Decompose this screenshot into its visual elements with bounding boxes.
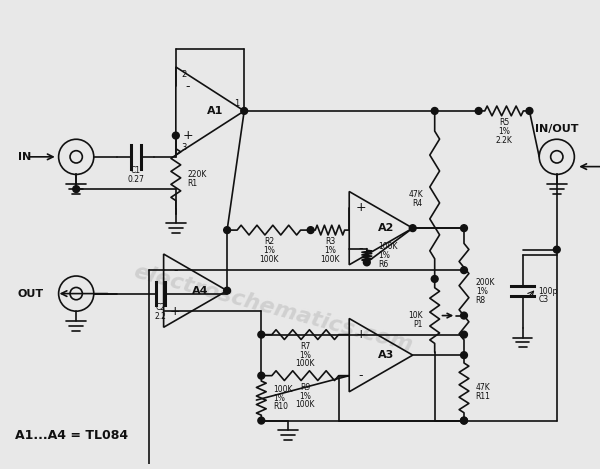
Text: A1...A4 = TL084: A1...A4 = TL084 xyxy=(14,429,128,442)
Text: 2.2: 2.2 xyxy=(155,311,166,321)
Text: +: + xyxy=(170,305,181,318)
Circle shape xyxy=(364,259,370,266)
Text: -: - xyxy=(173,264,178,277)
Circle shape xyxy=(258,372,265,379)
Text: 100K: 100K xyxy=(320,255,340,264)
Text: IN/OUT: IN/OUT xyxy=(535,124,578,135)
Text: OUT: OUT xyxy=(17,288,44,299)
Text: +: + xyxy=(356,201,366,214)
Text: 47K: 47K xyxy=(408,190,423,199)
Circle shape xyxy=(475,107,482,114)
Text: R11: R11 xyxy=(476,392,491,401)
Circle shape xyxy=(409,225,416,232)
Text: 100K: 100K xyxy=(259,255,278,264)
Text: 3: 3 xyxy=(181,143,187,151)
Text: R1: R1 xyxy=(188,179,197,188)
Text: 1%: 1% xyxy=(273,393,285,402)
Text: 0.27: 0.27 xyxy=(127,175,144,184)
Circle shape xyxy=(258,331,265,338)
Text: R10: R10 xyxy=(273,402,288,411)
Text: R5: R5 xyxy=(499,118,509,127)
Circle shape xyxy=(431,275,438,282)
Text: 100p: 100p xyxy=(538,287,557,295)
Circle shape xyxy=(461,312,467,319)
Circle shape xyxy=(461,417,467,424)
Text: IN: IN xyxy=(17,152,31,162)
Circle shape xyxy=(461,331,467,338)
Circle shape xyxy=(526,107,533,114)
Circle shape xyxy=(553,246,560,253)
Text: 10K: 10K xyxy=(409,311,423,320)
Text: R6: R6 xyxy=(379,260,389,269)
Text: A3: A3 xyxy=(378,350,394,360)
Text: electroschematics.com: electroschematics.com xyxy=(131,261,415,355)
Text: +: + xyxy=(356,328,366,341)
Circle shape xyxy=(461,225,467,232)
Text: 1: 1 xyxy=(234,98,239,107)
Text: 1%: 1% xyxy=(324,246,336,255)
Text: 2: 2 xyxy=(181,70,186,79)
Circle shape xyxy=(461,417,467,424)
Circle shape xyxy=(431,107,438,114)
Text: A1: A1 xyxy=(207,106,223,116)
Text: 1%: 1% xyxy=(498,127,510,136)
Text: 100K: 100K xyxy=(273,385,293,394)
Text: P1: P1 xyxy=(413,320,423,329)
Text: R8: R8 xyxy=(476,296,486,305)
Circle shape xyxy=(224,227,230,234)
Text: -: - xyxy=(185,80,190,93)
Text: R4: R4 xyxy=(413,199,423,208)
Circle shape xyxy=(241,107,248,114)
Text: -: - xyxy=(359,369,363,382)
Text: C1: C1 xyxy=(131,166,141,175)
Text: 100K: 100K xyxy=(296,359,315,369)
Text: 47K: 47K xyxy=(476,383,490,393)
Circle shape xyxy=(224,287,230,294)
Text: -: - xyxy=(359,242,363,255)
Circle shape xyxy=(172,132,179,139)
Text: 220K: 220K xyxy=(188,170,207,179)
Text: 100K: 100K xyxy=(296,401,315,409)
Text: R7: R7 xyxy=(300,342,310,351)
Text: R9: R9 xyxy=(300,383,310,392)
Circle shape xyxy=(258,417,265,424)
Text: 1%: 1% xyxy=(299,351,311,360)
Circle shape xyxy=(461,352,467,359)
Text: A2: A2 xyxy=(377,223,394,233)
Text: 1%: 1% xyxy=(476,287,488,296)
Text: A4: A4 xyxy=(192,286,209,295)
Text: 2.2K: 2.2K xyxy=(496,136,512,145)
Text: C3: C3 xyxy=(538,295,548,304)
Text: +: + xyxy=(182,129,193,142)
Text: C2: C2 xyxy=(155,303,166,312)
Text: 100K: 100K xyxy=(379,242,398,251)
Circle shape xyxy=(461,267,467,273)
Circle shape xyxy=(307,227,314,234)
Text: 1%: 1% xyxy=(379,251,391,260)
Text: R2: R2 xyxy=(264,237,274,246)
Text: 200K: 200K xyxy=(476,279,495,287)
Text: R3: R3 xyxy=(325,237,335,246)
Circle shape xyxy=(73,186,80,192)
Text: 1%: 1% xyxy=(263,246,275,255)
Text: 1%: 1% xyxy=(299,392,311,401)
